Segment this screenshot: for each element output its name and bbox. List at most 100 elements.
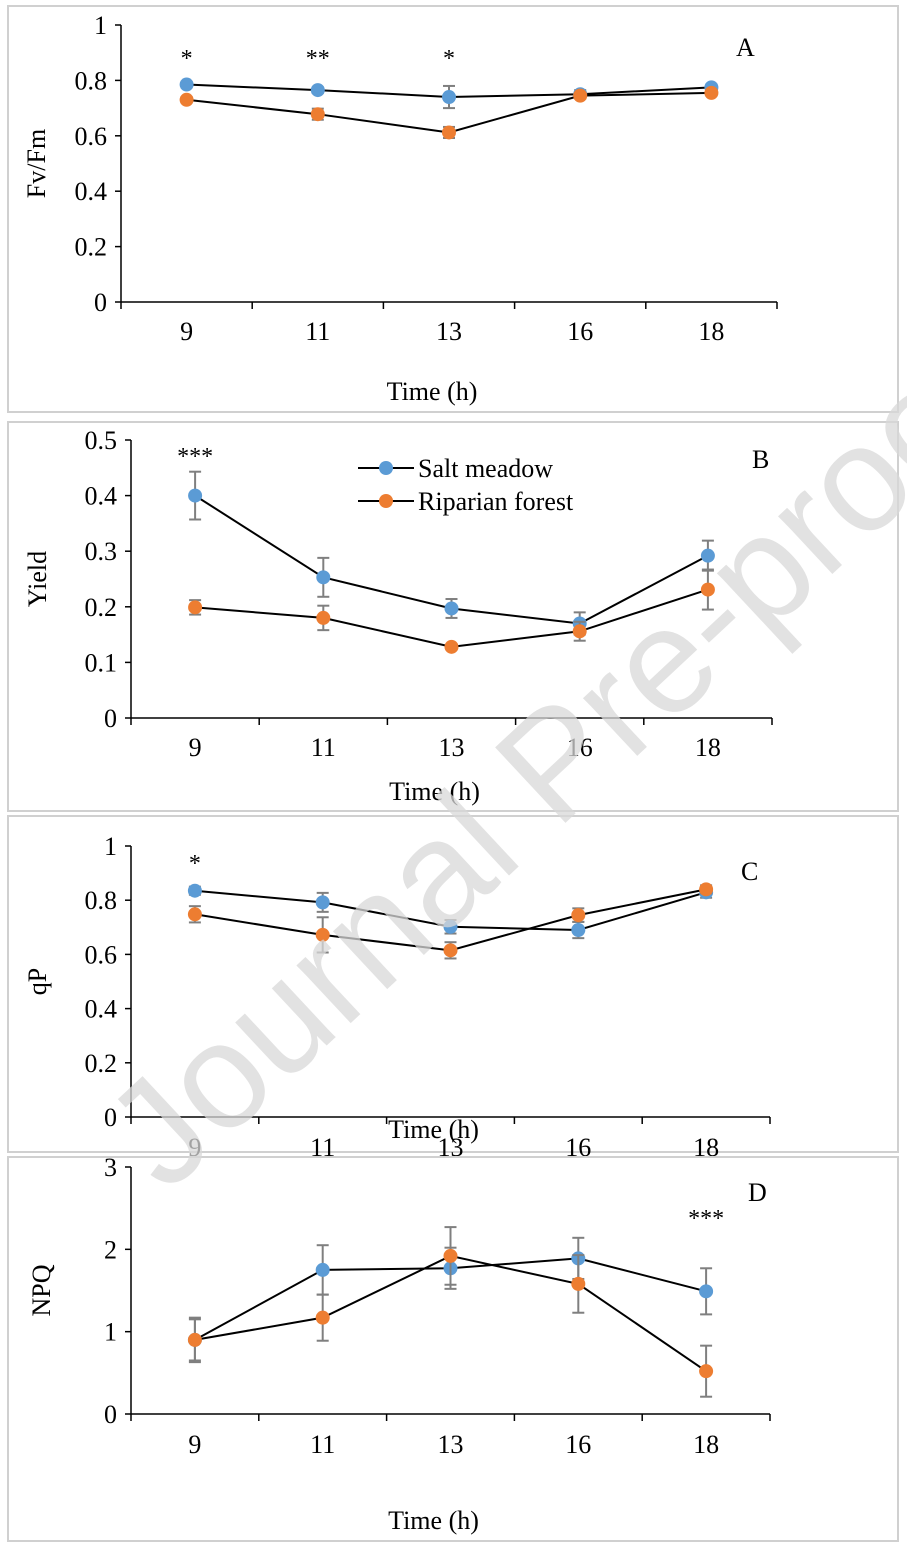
y-tick-label: 0.2 [85, 593, 118, 622]
y-axis-title: Fv/Fm [22, 129, 51, 198]
y-tick-label: 0.2 [75, 233, 108, 262]
x-tick-label: 11 [311, 733, 336, 762]
data-point [699, 1284, 714, 1299]
x-axis-title: Time (h) [389, 777, 480, 806]
data-point [700, 548, 715, 563]
y-tick-label: 0.6 [75, 122, 108, 151]
data-point [704, 85, 719, 100]
x-tick-label: 9 [189, 733, 202, 762]
y-tick-label: 1 [104, 1318, 117, 1347]
y-tick-label: 0 [104, 1103, 117, 1132]
panel-letter: B [752, 445, 769, 474]
legend-label: Riparian forest [418, 487, 574, 516]
panel-letter: C [741, 857, 758, 886]
x-tick-label: 16 [567, 733, 593, 762]
series-salt-meadow [179, 77, 719, 110]
significance-marker: * [181, 46, 193, 72]
data-point [316, 570, 331, 585]
series-riparian-forest [187, 882, 714, 960]
y-tick-label: 0.2 [85, 1049, 118, 1078]
data-point [187, 883, 202, 898]
data-point [699, 882, 714, 897]
data-point [443, 919, 458, 934]
panel-frame [7, 5, 899, 413]
data-point [315, 895, 330, 910]
data-point [316, 610, 331, 625]
data-point [179, 92, 194, 107]
data-point [310, 107, 325, 122]
chart-panel-b: 0 0.1 0.2 0.3 0.4 0.5 9 11 13 16 18 Time (h) Yield B *… [7, 421, 899, 812]
legend-label: Salt meadow [418, 454, 553, 483]
x-axis-title: Time (h) [388, 1115, 479, 1144]
data-point [444, 639, 459, 654]
significance-marker: * [443, 46, 455, 72]
y-tick-label: 0 [104, 1400, 117, 1429]
data-point [188, 600, 203, 615]
x-axis-title: Time (h) [387, 377, 478, 406]
data-point [315, 1262, 330, 1277]
data-point [442, 125, 456, 140]
panel-frame [7, 1156, 899, 1542]
y-tick-label: 0.4 [75, 177, 108, 206]
y-tick-label: 0 [94, 288, 107, 317]
y-tick-label: 0.8 [85, 886, 118, 915]
x-tick-label: 18 [693, 1430, 719, 1459]
x-axis-title: Time (h) [388, 1506, 479, 1535]
data-point [699, 1364, 714, 1379]
series-riparian-forest [187, 1226, 714, 1398]
data-point [187, 907, 202, 922]
significance-marker: *** [688, 1206, 724, 1232]
legend-marker [379, 461, 393, 475]
y-tick-label: 0 [104, 704, 117, 733]
x-tick-label: 16 [565, 1430, 591, 1459]
chart-panel-d: 0 1 2 3 9 11 13 16 18 Time (h) NPQ D *** [7, 1153, 899, 1542]
data-point [571, 923, 586, 938]
data-point [315, 1310, 330, 1325]
y-tick-label: 1 [104, 832, 117, 861]
y-axis-title: Yield [23, 551, 52, 607]
y-tick-label: 2 [104, 1235, 117, 1264]
panel-frame [7, 421, 899, 812]
y-axis-title: qP [23, 968, 52, 995]
significance-marker: ** [306, 46, 330, 72]
data-point [179, 77, 194, 92]
legend: Salt meadow Riparian forest [358, 454, 574, 516]
y-tick-label: 0.4 [85, 995, 118, 1024]
series-riparian-forest [188, 568, 715, 654]
x-tick-label: 11 [305, 317, 330, 346]
data-point [573, 88, 588, 103]
y-tick-label: 0.5 [85, 426, 118, 455]
y-tick-label: 1 [94, 11, 107, 40]
data-point [571, 908, 586, 923]
significance-marker: *** [177, 444, 213, 470]
data-point [443, 943, 458, 958]
data-point [444, 601, 459, 616]
x-tick-label: 18 [698, 317, 724, 346]
x-tick-label: 11 [310, 1430, 335, 1459]
x-tick-label: 18 [695, 733, 721, 762]
y-tick-label: 0.8 [75, 66, 108, 95]
y-tick-label: 0.6 [85, 940, 118, 969]
significance-marker: * [189, 851, 201, 877]
x-tick-label: 13 [439, 733, 465, 762]
x-tick-label: 9 [188, 1430, 201, 1459]
y-tick-label: 0.1 [85, 648, 118, 677]
data-point [442, 90, 456, 105]
data-point [700, 582, 715, 597]
data-point [315, 927, 330, 942]
y-tick-label: 0.4 [85, 482, 118, 511]
data-point [188, 488, 203, 503]
panel-letter: A [736, 33, 755, 62]
data-point [572, 624, 587, 639]
x-tick-label: 9 [188, 1133, 201, 1162]
series-riparian-forest [179, 85, 719, 140]
data-point [571, 1276, 586, 1291]
data-point [443, 1248, 458, 1263]
panel-letter: D [748, 1178, 767, 1207]
x-tick-label: 13 [436, 317, 462, 346]
data-point [310, 83, 325, 98]
y-tick-label: 0.3 [85, 537, 118, 566]
